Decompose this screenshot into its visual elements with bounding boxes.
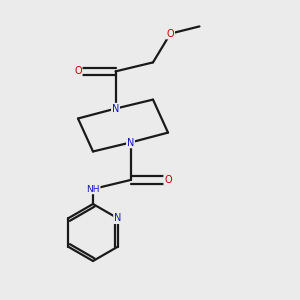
Text: O: O (167, 28, 174, 39)
Text: N: N (112, 103, 119, 114)
Text: O: O (164, 175, 172, 185)
Text: N: N (114, 213, 122, 223)
Text: NH: NH (86, 184, 100, 194)
Text: O: O (74, 66, 82, 76)
Text: N: N (127, 137, 134, 148)
